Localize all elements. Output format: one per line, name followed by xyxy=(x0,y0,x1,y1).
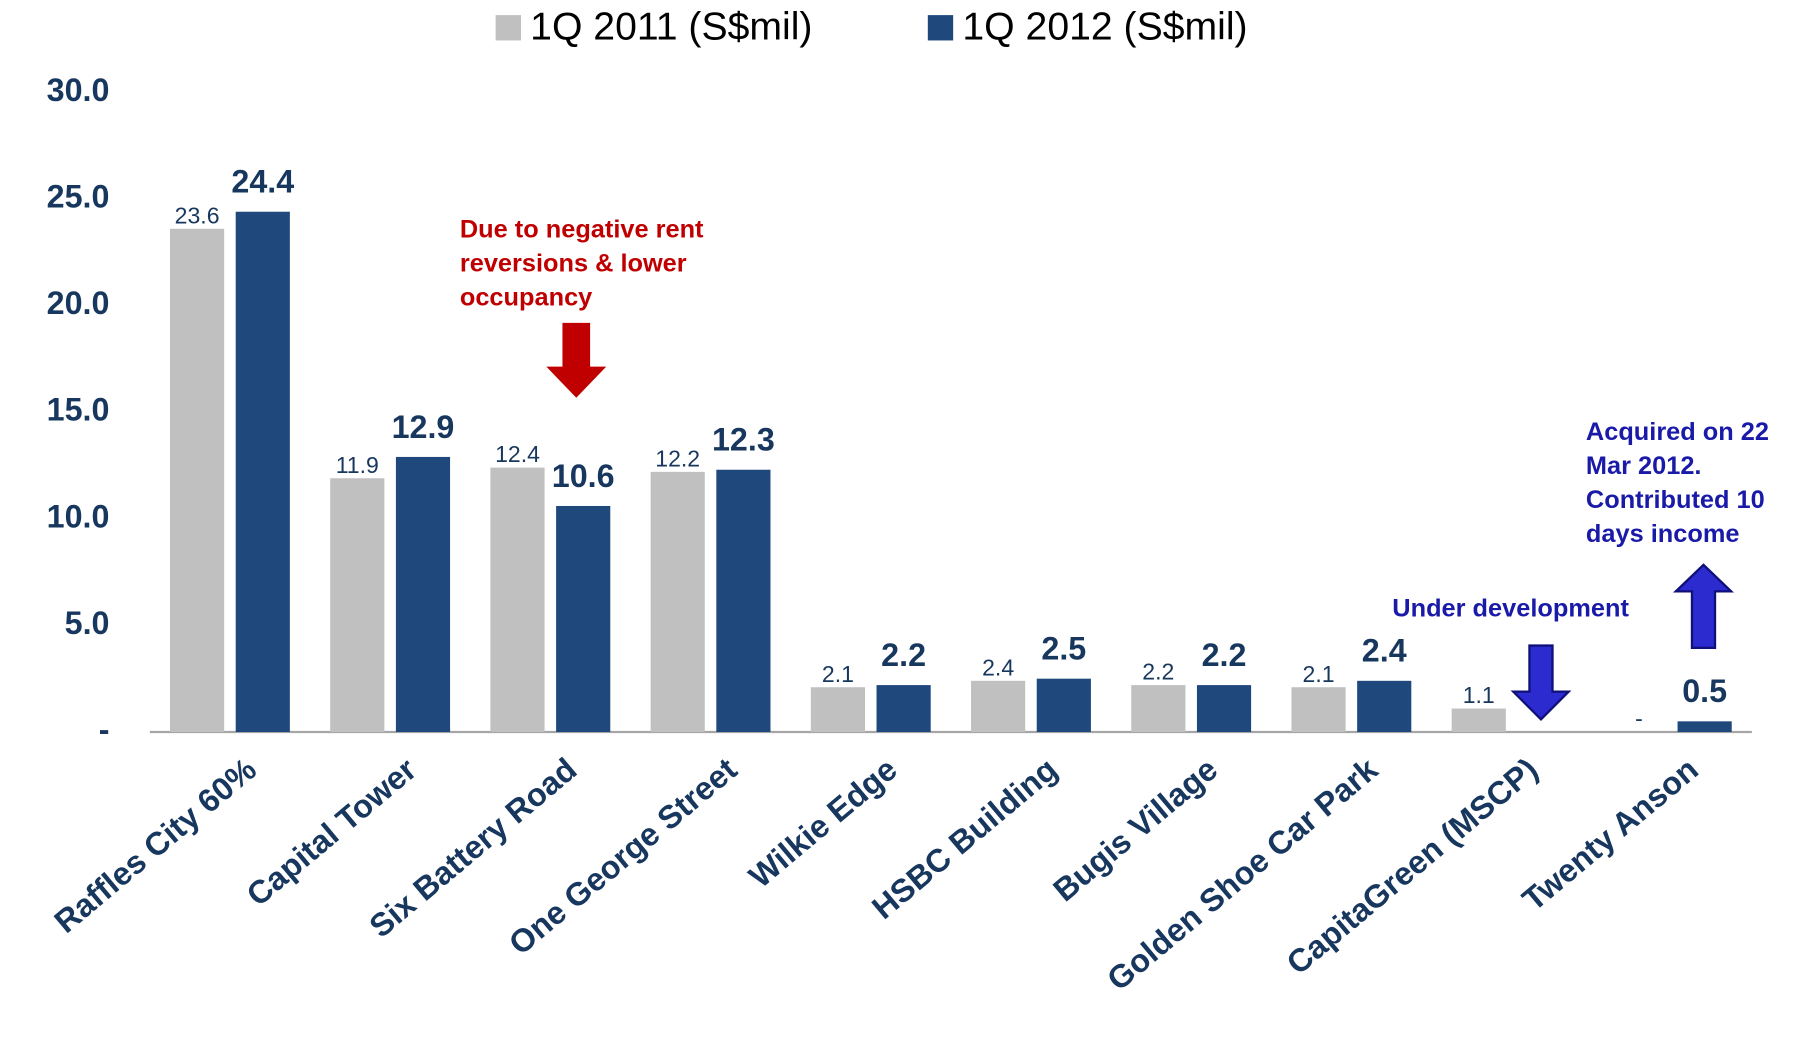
x-tick-label: Raffles City 60% xyxy=(48,751,263,940)
data-label: 11.9 xyxy=(336,452,379,478)
bar xyxy=(1291,687,1346,732)
bar xyxy=(1196,685,1252,732)
bar xyxy=(490,467,545,732)
down-arrow xyxy=(546,322,607,398)
data-label: 2.2 xyxy=(1142,659,1174,685)
data-label: 2.4 xyxy=(1362,633,1407,669)
annotation: Under development xyxy=(1392,595,1629,623)
data-label: 12.9 xyxy=(392,409,455,445)
y-tick-label: 10.0 xyxy=(47,498,110,534)
data-label: 2.5 xyxy=(1041,631,1086,667)
data-label: 2.1 xyxy=(822,661,854,687)
legend-swatch xyxy=(927,15,954,41)
bar xyxy=(1451,708,1506,732)
bar xyxy=(235,211,290,732)
x-tick-label: Golden Shoe Car Park xyxy=(1100,751,1384,998)
data-label: 24.4 xyxy=(231,164,294,200)
annotation: reversions & lower xyxy=(460,249,687,277)
data-label: 1.1 xyxy=(1463,682,1495,708)
bar xyxy=(650,471,705,732)
bar xyxy=(971,680,1026,732)
legend-label: 1Q 2012 (S$mil) xyxy=(962,5,1247,48)
bar xyxy=(1131,685,1186,732)
annotation: days income xyxy=(1586,520,1740,548)
down-arrow xyxy=(1510,644,1572,721)
annotation: Mar 2012. xyxy=(1586,452,1702,480)
data-label: 2.2 xyxy=(1202,637,1247,673)
bar xyxy=(395,456,451,732)
data-label: 0.5 xyxy=(1682,673,1727,709)
bar xyxy=(1677,721,1732,732)
data-label: 12.4 xyxy=(495,441,540,467)
data-label: 2.4 xyxy=(982,654,1014,680)
x-tick-label: Bugis Village xyxy=(1046,751,1224,908)
data-label: 12.2 xyxy=(655,445,700,471)
y-tick-label: 25.0 xyxy=(47,178,110,214)
y-tick-label: 15.0 xyxy=(47,392,110,428)
data-label: 23.6 xyxy=(175,202,220,228)
legend-swatch xyxy=(495,15,521,41)
bar xyxy=(330,478,385,732)
bar xyxy=(716,469,771,732)
bar xyxy=(1036,678,1091,732)
bar xyxy=(1357,680,1412,732)
data-label: 2.1 xyxy=(1303,661,1335,687)
bar xyxy=(170,228,225,732)
x-tick-label: Twenty Anson xyxy=(1516,751,1705,918)
annotation: Contributed 10 xyxy=(1586,486,1765,514)
annotation: occupancy xyxy=(460,283,592,311)
y-tick-label: - xyxy=(99,712,110,748)
y-tick-label: 30.0 xyxy=(47,72,110,108)
data-label: 2.2 xyxy=(881,637,926,673)
annotation: Due to negative rent xyxy=(460,215,704,243)
annotation: Acquired on 22 xyxy=(1586,418,1769,446)
up-arrow xyxy=(1672,563,1735,650)
x-tick-label: Wilkie Edge xyxy=(742,751,904,895)
bar xyxy=(876,685,931,732)
data-label: 10.6 xyxy=(552,458,615,494)
bar xyxy=(556,505,611,732)
data-label: - xyxy=(1635,706,1643,732)
legend-label: 1Q 2011 (S$mil) xyxy=(530,5,812,48)
y-tick-label: 5.0 xyxy=(65,605,110,641)
y-tick-label: 20.0 xyxy=(47,285,110,321)
data-label: 12.3 xyxy=(712,422,775,458)
bar xyxy=(810,687,865,732)
